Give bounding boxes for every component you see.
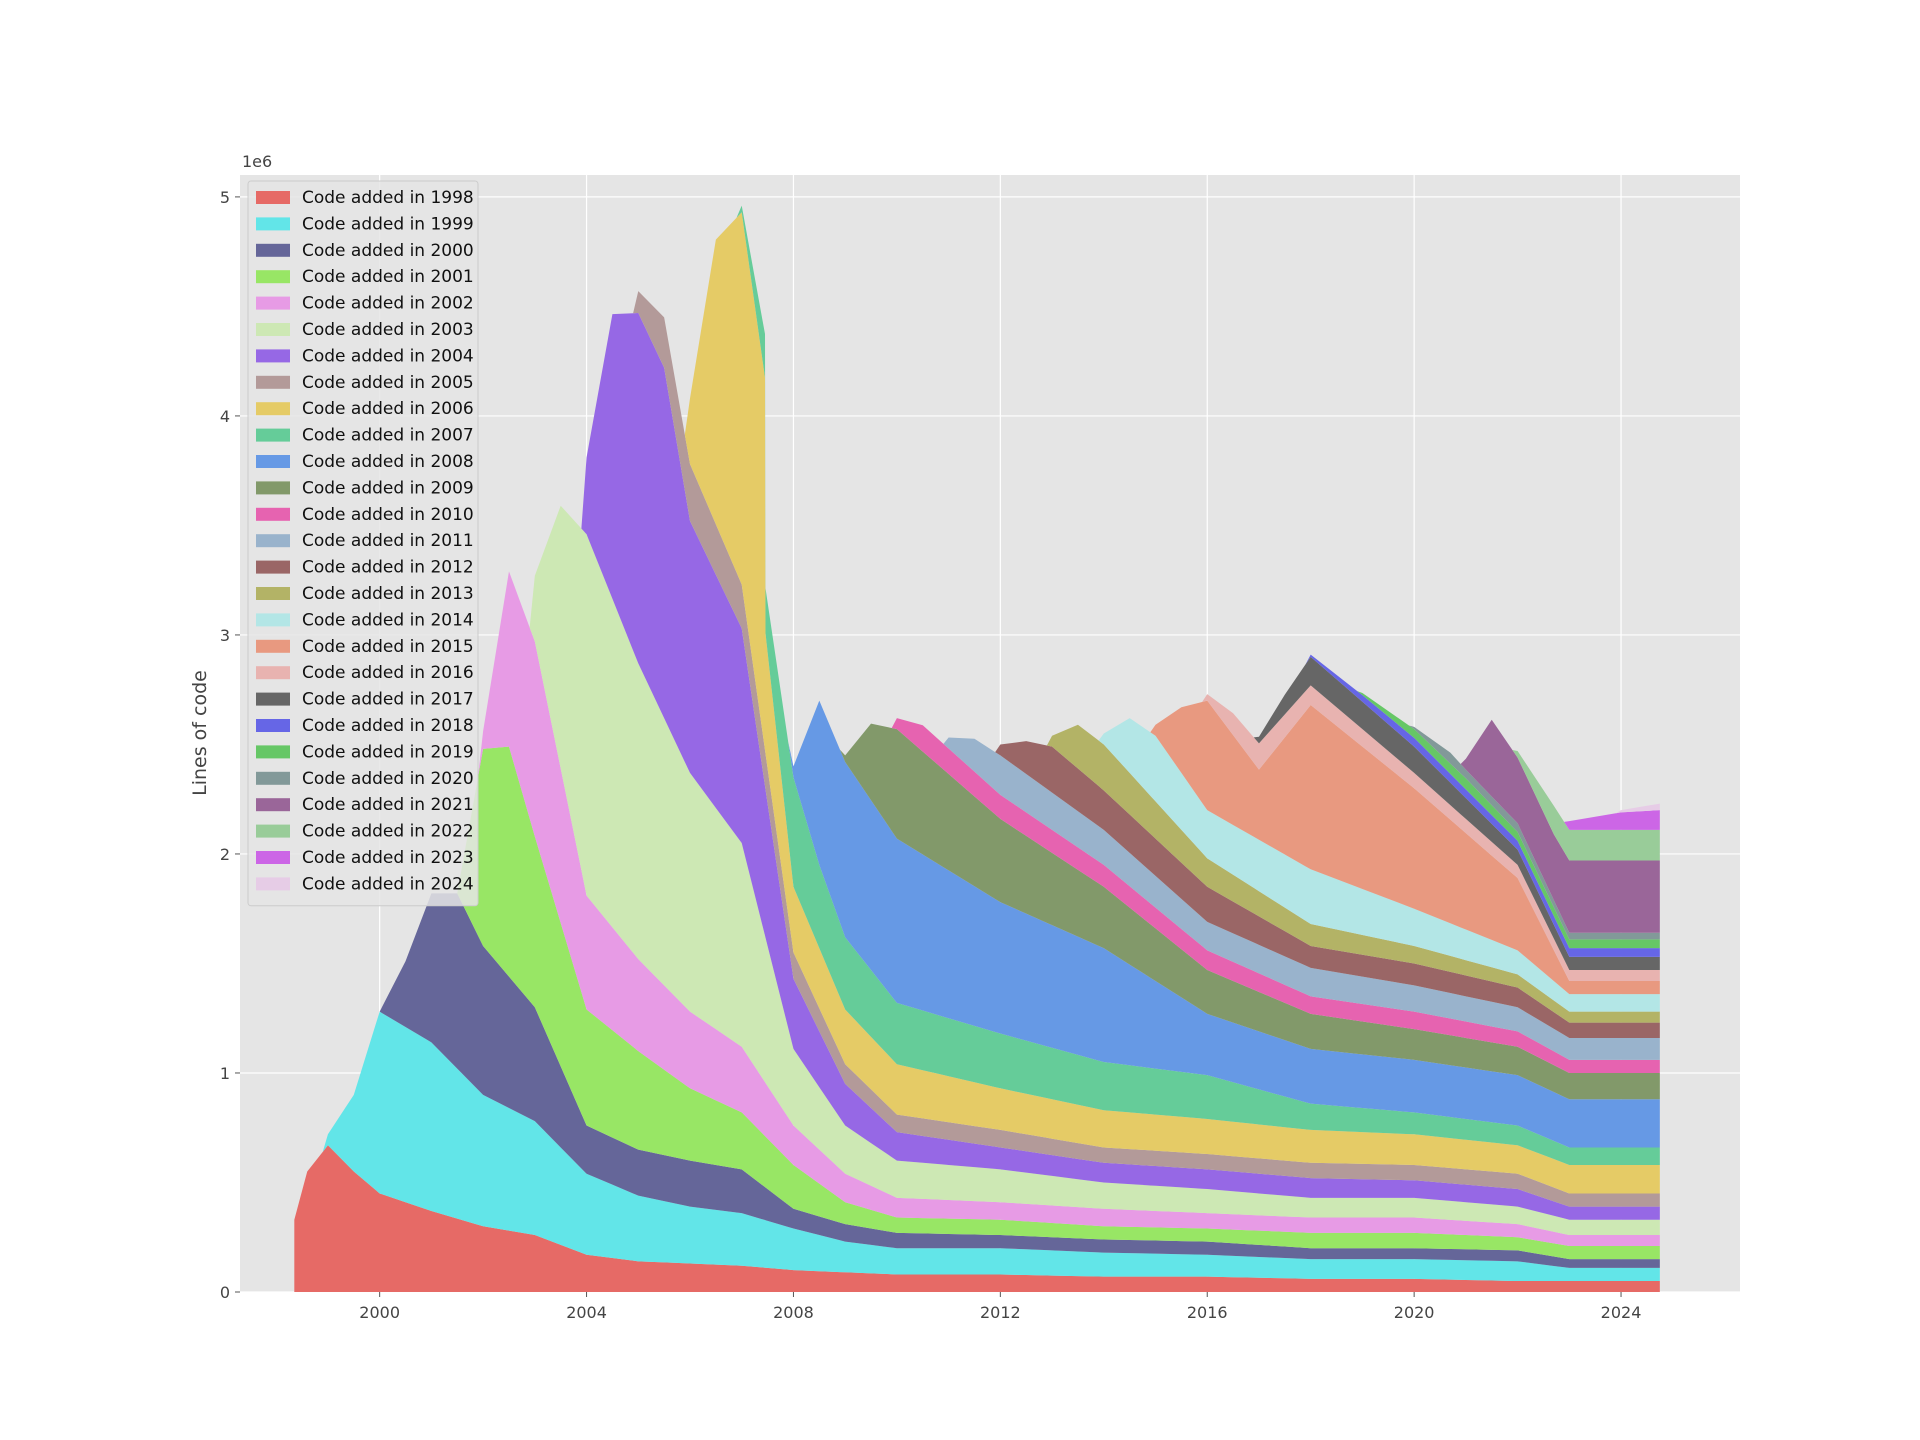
legend-label-2019: Code added in 2019 (302, 742, 474, 762)
area-series-2004 (294, 312, 1660, 1220)
x-tick-label-2004: 2004 (566, 1303, 607, 1322)
legend-swatch-2016 (256, 666, 290, 680)
x-tick-label-2024: 2024 (1601, 1303, 1642, 1322)
legend-swatch-2018 (256, 719, 290, 732)
legend-label-2015: Code added in 2015 (302, 637, 474, 657)
legend-label-2023: Code added in 2023 (302, 848, 474, 868)
legend: Code added in 1998 Code added in 1999 Code… (247, 180, 479, 907)
area-series-1999 (294, 1011, 1660, 1282)
axis-ticks: 2000 2004 2008 2012 2016 2020 2024 0 1 2 3 4 5 (220, 188, 1642, 1322)
legend-label-2003: Code added in 2003 (302, 320, 474, 340)
legend-label-2020: Code added in 2020 (302, 769, 474, 789)
y-axis-label: Lines of code (189, 670, 211, 796)
legend-label-1999: Code added in 1999 (302, 214, 474, 234)
legend-label-2016: Code added in 2016 (302, 663, 474, 683)
legend-label-2009: Code added in 2009 (302, 478, 474, 498)
y-tick-label-5: 5 (220, 188, 230, 207)
legend-label-2005: Code added in 2005 (302, 373, 474, 393)
x-tick-label-2020: 2020 (1394, 1303, 1435, 1322)
legend-label-2024: Code added in 2024 (302, 874, 474, 894)
legend-label-2006: Code added in 2006 (302, 399, 474, 419)
legend-swatch-2011 (256, 534, 290, 548)
area-series-1998 (294, 1145, 1660, 1292)
area-series-2012 (294, 205, 1660, 1220)
legend-swatch-1999 (256, 217, 290, 231)
area-series-2019 (294, 205, 1660, 1220)
legend-swatch-2003 (256, 323, 290, 336)
legend-label-2002: Code added in 2002 (302, 294, 474, 314)
area-series-2000 (294, 893, 1660, 1268)
legend-swatch-2014 (256, 613, 290, 627)
legend-label-2001: Code added in 2001 (302, 267, 474, 287)
legend-frame (247, 180, 479, 907)
area-series-2003 (294, 505, 1660, 1236)
legend-swatch-2006 (256, 402, 290, 416)
legend-swatch-2023 (256, 851, 290, 864)
legend-swatch-2005 (256, 375, 290, 389)
legend-label-2022: Code added in 2022 (302, 822, 474, 842)
x-tick-label-2016: 2016 (1187, 1303, 1228, 1322)
legend-label-2007: Code added in 2007 (302, 426, 474, 446)
area-series-2002 (294, 571, 1660, 1247)
legend-swatch-2001 (256, 270, 290, 284)
legend-label-2011: Code added in 2011 (302, 531, 474, 551)
legend-swatch-2000 (256, 243, 290, 257)
legend-label-2000: Code added in 2000 (302, 241, 474, 261)
legend-swatch-2021 (256, 798, 290, 812)
legend-swatch-2019 (256, 745, 290, 759)
legend-label-2010: Code added in 2010 (302, 505, 474, 525)
legend-label-2014: Code added in 2014 (302, 610, 474, 630)
y-tick-label-1: 1 (220, 1064, 230, 1083)
legend-swatch-2007 (256, 428, 290, 442)
legend-swatch-2009 (256, 481, 290, 495)
legend-swatch-2013 (256, 587, 290, 600)
legend-swatch-2012 (256, 560, 290, 574)
legend-swatch-2017 (256, 692, 290, 706)
x-tick-label-2000: 2000 (359, 1303, 400, 1322)
y-axis-scale-label: 1e6 (242, 152, 272, 171)
y-tick-label-4: 4 (220, 407, 230, 426)
legend-swatch-2015 (256, 639, 290, 653)
area-series-2001 (294, 746, 1660, 1260)
legend-label-1998: Code added in 1998 (302, 188, 474, 208)
legend-label-2018: Code added in 2018 (302, 716, 474, 736)
legend-swatch-2008 (256, 455, 290, 468)
legend-label-2017: Code added in 2017 (302, 690, 474, 710)
x-tick-label-2008: 2008 (773, 1303, 814, 1322)
legend-label-2012: Code added in 2012 (302, 558, 474, 578)
legend-label-2021: Code added in 2021 (302, 795, 474, 815)
legend-swatch-2020 (256, 771, 290, 785)
y-tick-label-2: 2 (220, 845, 230, 864)
x-tick-label-2012: 2012 (980, 1303, 1021, 1322)
area-series-2008 (294, 205, 1660, 1220)
area-series-group (294, 205, 1660, 1292)
legend-label-2013: Code added in 2013 (302, 584, 474, 604)
y-tick-label-0: 0 (220, 1283, 230, 1302)
legend-label-2004: Code added in 2004 (302, 346, 474, 366)
legend-swatch-2002 (256, 296, 290, 310)
legend-swatch-2022 (256, 824, 290, 838)
legend-swatch-2004 (256, 349, 290, 363)
legend-label-2008: Code added in 2008 (302, 452, 474, 472)
legend-swatch-2010 (256, 507, 290, 521)
legend-swatch-2024 (256, 877, 290, 891)
y-tick-label-3: 3 (220, 626, 230, 645)
legend-swatch-1998 (256, 191, 290, 204)
